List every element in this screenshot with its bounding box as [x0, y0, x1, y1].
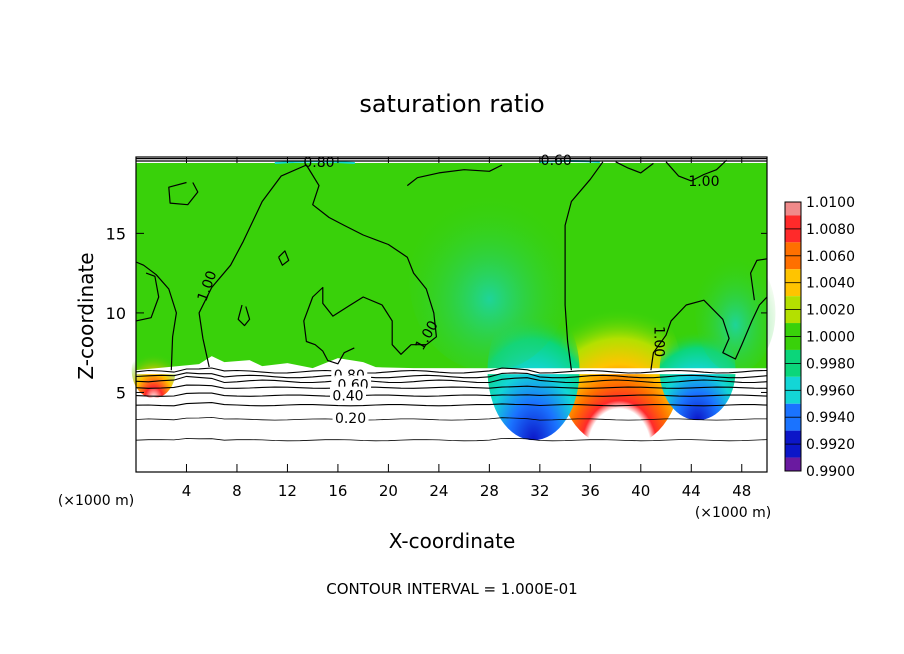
colorbar-label: 1.0100: [806, 195, 855, 211]
colorbar-swatch: [785, 376, 801, 391]
colorbar-swatch: [785, 282, 801, 297]
colorbar-label: 1.0060: [806, 249, 855, 265]
colorbar-label: 0.9920: [806, 437, 855, 453]
contour-line: [135, 261, 177, 371]
contour-line: [168, 181, 199, 206]
x-tick-label: 40: [631, 482, 650, 500]
x-tick-label: 24: [429, 482, 448, 500]
contour-line: [564, 161, 604, 371]
colorbar-swatch: [785, 349, 801, 364]
field-features: [131, 157, 904, 449]
colorbar-swatch: [785, 296, 801, 310]
contour-line: [135, 375, 768, 384]
moist-region: [695, 252, 776, 373]
colorbar-swatch: [785, 444, 801, 458]
contour-label: 1.00: [688, 174, 719, 190]
contour-line: [135, 416, 767, 421]
contour-label-bg: [330, 386, 367, 403]
colorbar-label: 1.0000: [806, 330, 855, 346]
moist-region: [409, 191, 570, 372]
colorbar-swatch: [785, 417, 801, 431]
contour-label: 1.00: [651, 326, 667, 357]
colorbar-swatch: [785, 390, 801, 404]
contour-lines: [135, 158, 768, 442]
contour-line: [278, 250, 290, 266]
colorbar-label: 0.9960: [806, 383, 855, 399]
plot-frame: [135, 156, 768, 473]
colorbar-swatch: [785, 336, 801, 350]
colorbar-label: 1.0020: [806, 303, 855, 319]
colorbar-label: 1.0080: [806, 222, 855, 238]
contour-label-bg: [332, 408, 369, 425]
contour-line: [750, 258, 768, 301]
contour-line: [198, 164, 437, 368]
contour-interval-note: CONTOUR INTERVAL = 1.000E-01: [326, 580, 577, 598]
z-units-label: (×1000 m): [695, 505, 771, 521]
y-axis-label: Z-coordinate: [74, 252, 98, 379]
x-tick-label: 8: [232, 482, 242, 500]
contour-line: [135, 272, 160, 322]
colorbar-swatch: [785, 215, 801, 229]
x-axis-ticks: 4 8 12 16 20 24 28 32 36 40 44 48: [182, 157, 751, 500]
x-tick-label: 28: [480, 482, 499, 500]
x-tick-label: 20: [379, 482, 398, 500]
colorbar-swatch: [785, 269, 801, 283]
x-tick-label: 44: [682, 482, 701, 500]
y-tick-label: 15: [106, 224, 126, 243]
contour-line: [406, 164, 503, 187]
colorbar-label: 0.9900: [806, 464, 855, 480]
contour-line: [135, 392, 768, 397]
y-tick-label: 10: [106, 304, 126, 323]
contour-label: 0.80: [303, 155, 334, 171]
contour-line: [665, 159, 728, 182]
x-tick-label: 32: [530, 482, 549, 500]
colorbar-swatch: [785, 323, 801, 337]
colorbar-swatch: [785, 228, 801, 243]
colorbar-swatch: [785, 202, 801, 216]
contour-label: 0.40: [332, 389, 363, 405]
colorbar-swatch: [785, 403, 801, 418]
contour-line: [237, 304, 251, 327]
cloud-base-edge: [136, 356, 904, 375]
y-axis-ticks: 5 10 15: [106, 224, 767, 402]
colorbar-label: 1.0040: [806, 276, 855, 292]
top-boundary-strip: [136, 157, 767, 163]
colorbar-label: 0.9940: [806, 410, 855, 426]
colorbar-label: 0.9980: [806, 356, 855, 372]
contour-line: [650, 296, 768, 371]
colorbar-swatch: [785, 430, 801, 445]
x-tick-label: 36: [581, 482, 600, 500]
contour-line: [615, 161, 654, 174]
contour-line: [135, 384, 768, 389]
contour-line: [135, 437, 768, 442]
x-tick-label: 16: [328, 482, 347, 500]
colorbar-swatch: [785, 363, 801, 377]
colorbar-swatch: [785, 255, 801, 270]
x-units-label: (×1000 m): [58, 493, 134, 509]
colorbar-swatch: [785, 242, 801, 256]
colorbar-swatch: [785, 309, 801, 324]
colorbar-swatch: [785, 457, 801, 471]
chart-title: saturation ratio: [359, 90, 544, 118]
x-tick-label: 4: [182, 482, 192, 500]
contour-label: 0.60: [541, 153, 572, 169]
x-tick-label: 12: [278, 482, 297, 500]
contour-labels: 0.800.601.001.001.001.000.800.600.400.20: [195, 153, 720, 427]
colorbar: 1.0100 1.0080 1.0060 1.0040 1.0020 1.0000 0.99…: [784, 195, 855, 480]
x-axis-label: X-coordinate: [389, 529, 516, 553]
contour-label: 0.20: [335, 411, 366, 427]
contour-line: [135, 402, 768, 407]
y-tick-label: 5: [116, 383, 126, 402]
contour-line: [135, 367, 768, 374]
plot-area: 0.800.601.001.001.001.000.800.600.400.20: [131, 153, 904, 473]
contour-line: [135, 372, 768, 379]
x-tick-label: 48: [732, 482, 751, 500]
